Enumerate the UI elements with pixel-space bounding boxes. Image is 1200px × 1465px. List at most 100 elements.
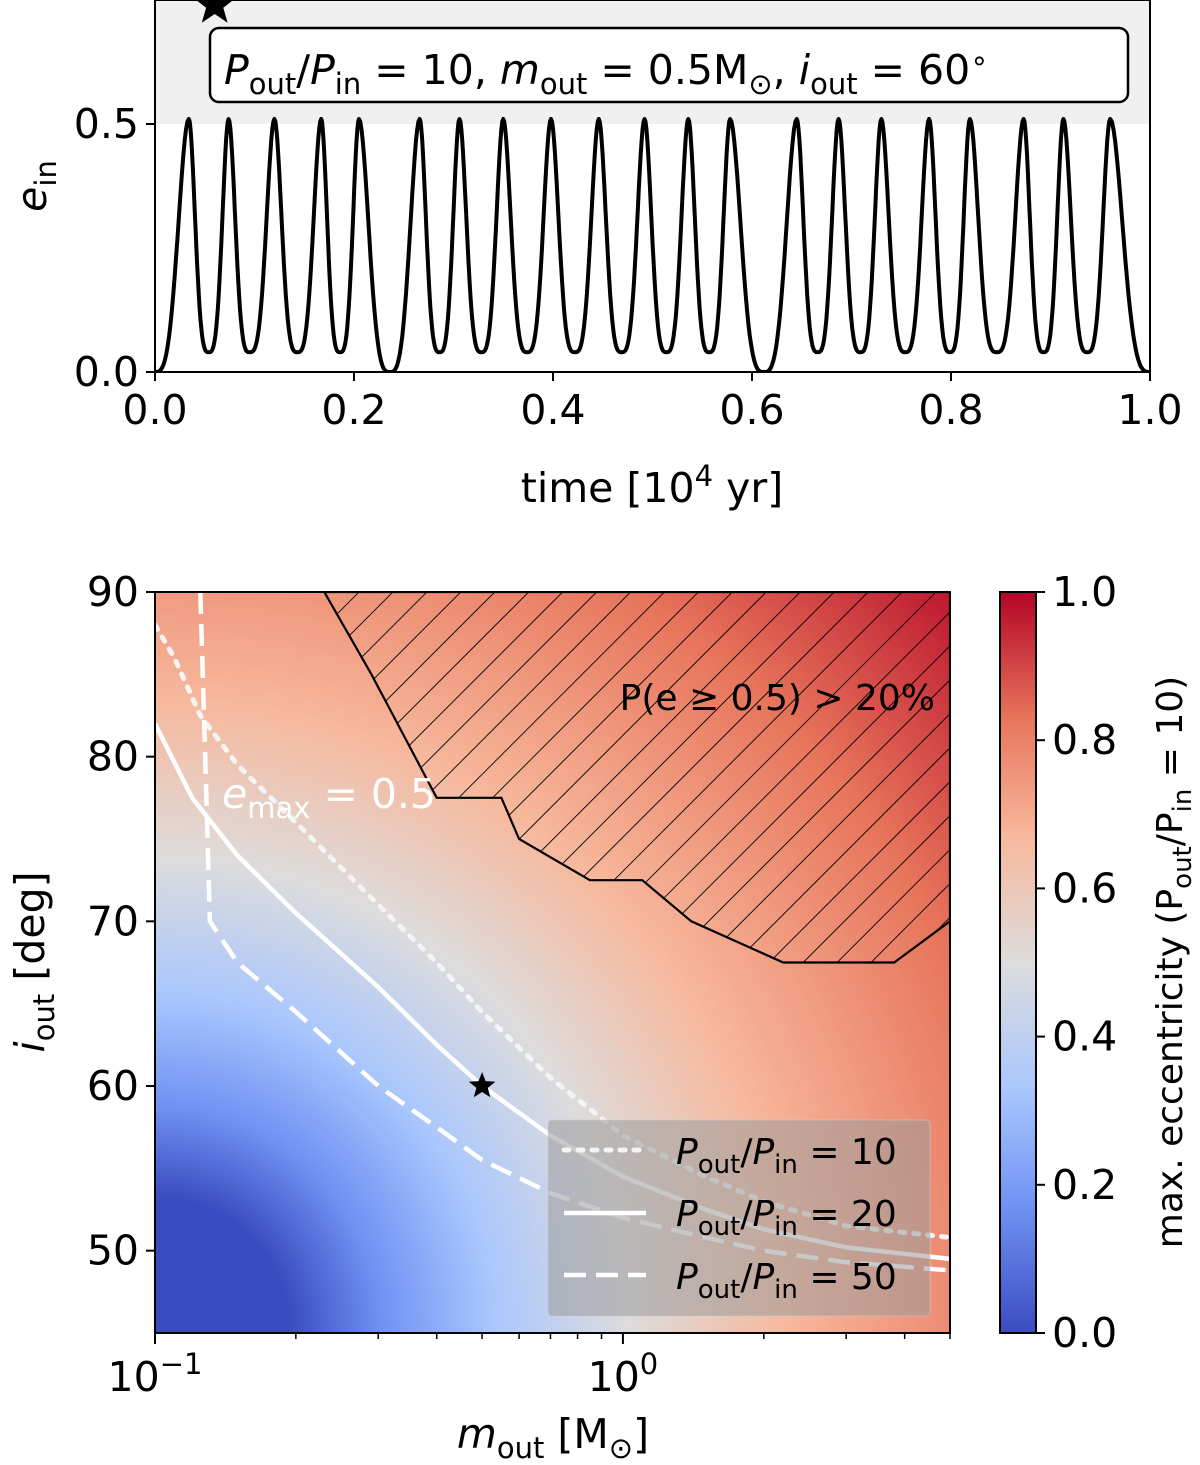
hatched-region (323, 592, 950, 964)
ann-deg: ∘ (970, 43, 988, 77)
legend-out: out (698, 1150, 741, 1180)
bottom-axes-frame (154, 591, 951, 1334)
legend-label-solid: Pout/Pin = 20 (676, 1194, 897, 1242)
bottom-y-tick-label: 80 (87, 733, 139, 781)
ann-sun: ⊙ (748, 67, 772, 101)
legend-slash: / (740, 1257, 753, 1298)
ann-in-sub: in (335, 67, 361, 101)
top-x-tick-label: 0.6 (719, 386, 784, 434)
top-x-label: time [104 yr] (521, 459, 783, 512)
emax-sub: max (247, 791, 310, 825)
bottom-x-label: mout [M⊙] (457, 1410, 649, 1465)
top-y-label-sub: in (29, 160, 63, 186)
legend-p: P (676, 1132, 698, 1173)
bottom-star-marker (468, 1072, 496, 1098)
top-annotation-box (208, 26, 1130, 104)
bottom-x-tick-label: 100 (588, 1347, 659, 1401)
colorbar-label: max. eccentricity (Pout/Pin = 10) (1150, 676, 1198, 1248)
top-series-line (155, 117, 1150, 372)
bottom-y-tick-label: 60 (87, 1062, 139, 1110)
bottom-x-label-sun: ⊙ (609, 1431, 633, 1465)
emax-e: e (222, 770, 247, 818)
colorbar-label-sub1: out (1168, 846, 1198, 889)
top-x-tick-label: 1.0 (1117, 386, 1182, 434)
bottom-x-tick-label: 10−1 (108, 1347, 203, 1401)
bottom-x-tick-base: 10 (588, 1353, 640, 1401)
bottom-y-label: iout [deg] (6, 871, 61, 1052)
legend-in: in (774, 1275, 798, 1305)
ann-m-sym: m (500, 46, 540, 94)
top-x-tick-label: 0.0 (122, 386, 187, 434)
legend-p: P (752, 1257, 774, 1298)
colorbar-tick-label: 1.0 (1052, 568, 1117, 616)
top-x-label-tail: yr] (713, 464, 783, 512)
ann-out-sub2: out (540, 67, 588, 101)
top-y-ticks: 0.0 0.5 (74, 100, 155, 396)
legend-p: P (676, 1257, 698, 1298)
top-y-label-main: e (8, 187, 56, 212)
legend-value: = 10 (798, 1132, 897, 1173)
colorbar-label-mid: /P (1150, 812, 1191, 846)
ann-p-sym2: P (310, 46, 335, 94)
top-x-tick-label: 0.2 (321, 386, 386, 434)
bottom-y-label-sub: out (27, 994, 61, 1042)
bottom-x-tick-exp: 0 (640, 1347, 658, 1381)
bottom-y-tick-label: 90 (87, 568, 139, 616)
ann-out-sub3: out (810, 67, 858, 101)
legend-in: in (774, 1150, 798, 1180)
bottom-y-label-tail: [deg] (6, 871, 54, 993)
top-x-ticks: 0.0 0.2 0.4 0.6 0.8 1.0 (122, 372, 1183, 434)
legend-p: P (752, 1132, 774, 1173)
ann-i-sym: i (799, 46, 811, 94)
colorbar-tick-label: 0.0 (1052, 1309, 1117, 1357)
colorbar-ticks: 0.0 0.2 0.4 0.6 0.8 1.0 (1036, 568, 1117, 1357)
ann-p-sym: P (224, 46, 249, 94)
colorbar-tick-label: 0.2 (1052, 1161, 1117, 1209)
legend-p: P (752, 1194, 774, 1235)
colorbar-label-tail: = 10) (1150, 676, 1191, 789)
hatched-region-label: P(e ≥ 0.5) > 20% (620, 678, 935, 719)
ann-slash: / (296, 46, 310, 94)
colorbar-gradient (999, 591, 1037, 1334)
bottom-x-label-main: m (457, 1410, 497, 1458)
colorbar-tick-label: 0.6 (1052, 864, 1117, 912)
top-x-tick-label: 0.4 (520, 386, 585, 434)
bottom-y-ticks: 50 60 70 80 90 (87, 568, 155, 1275)
legend-label-dotted: Pout/Pin = 10 (676, 1132, 897, 1180)
top-y-tick-label: 0.5 (74, 100, 139, 148)
legend-value: = 20 (798, 1194, 897, 1235)
top-x-label-main: time [10 (521, 464, 695, 512)
bottom-x-label-sub: out (497, 1431, 545, 1465)
legend-p: P (676, 1194, 698, 1235)
bottom-x-label-close: ] (633, 1410, 649, 1458)
emax-annotation: emax = 0.5 (222, 770, 436, 825)
bottom-x-tick-base: 10 (108, 1353, 160, 1401)
top-x-tick-label: 0.8 (918, 386, 983, 434)
top-axes-frame (154, 0, 1151, 373)
top-y-label: ein (8, 160, 63, 212)
emax-tail: = 0.5 (310, 770, 436, 818)
colorbar-tick-label: 0.8 (1052, 716, 1117, 764)
ann-eq-mass: = 0.5M (587, 46, 748, 94)
ann-eq10: = 10, (361, 46, 500, 94)
bottom-x-tick-exp: −1 (160, 1347, 203, 1381)
colorbar-label-main: max. eccentricity (P (1150, 889, 1191, 1248)
ann-eq-inc: = 60 (858, 46, 971, 94)
bottom-x-ticks: 10−1 100 (108, 1333, 951, 1401)
colorbar-label-sub2: in (1168, 789, 1198, 813)
colorbar: 0.0 0.2 0.4 0.6 0.8 1.0 max. eccentricity (Po… (999, 568, 1198, 1357)
legend-in: in (774, 1212, 798, 1242)
top-x-label-sup: 4 (695, 459, 713, 493)
bottom-y-tick-label: 70 (87, 897, 139, 945)
top-y-tick-label: 0.0 (74, 348, 139, 396)
legend-label-dashed: Pout/Pin = 50 (676, 1257, 897, 1305)
legend-slash: / (740, 1132, 753, 1173)
bottom-panel: P(e ≥ 0.5) > 20% emax = 0.5 Pout/Pin = 1… (6, 568, 951, 1465)
legend-box (547, 1119, 931, 1317)
top-star-marker (196, 0, 234, 23)
bottom-x-label-tail: [M (544, 1410, 608, 1458)
bottom-y-label-main: i (6, 1041, 54, 1053)
